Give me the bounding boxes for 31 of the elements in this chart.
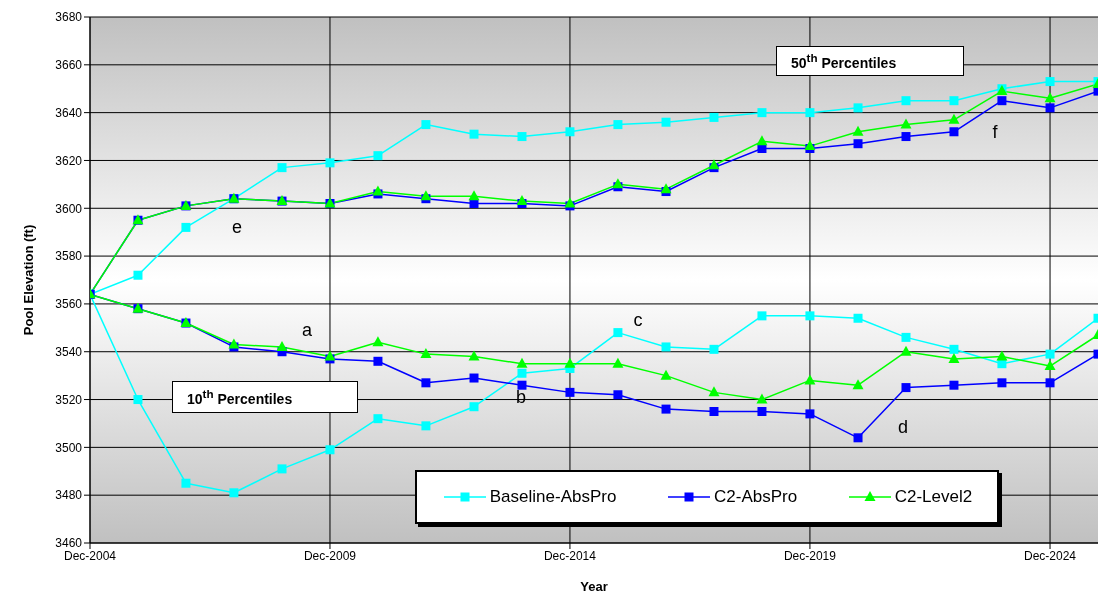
y-tick-label: 3580 (55, 249, 83, 264)
annotation: e (231, 216, 243, 239)
y-tick-label: 3520 (55, 392, 83, 407)
x-tick-label: Dec-2009 (303, 548, 357, 563)
y-tick-label: 3540 (55, 344, 83, 359)
annotation: a (301, 319, 313, 342)
y-tick-label: 3480 (55, 488, 83, 503)
y-tick-label: 3640 (55, 105, 83, 120)
y-tick-label: 3460 (55, 536, 83, 551)
x-tick-label: Dec-2024 (1024, 548, 1077, 563)
y-tick-label: 3500 (55, 440, 83, 455)
text-box: 50$^{th}$ Percentiles (776, 46, 964, 76)
text-box: 10$^{th}$ Percentiles (172, 381, 358, 413)
y-axis-title: Pool Elevation (ft) (20, 224, 36, 336)
y-tick-label: 3620 (55, 153, 83, 168)
y-tick-label: 3560 (55, 297, 83, 312)
y-tick-label: 3600 (55, 201, 83, 216)
x-axis-title: Year (580, 579, 608, 594)
annotation: d (897, 416, 909, 439)
annotation: f (991, 121, 999, 144)
x-tick-label: Dec-2019 (783, 548, 837, 563)
y-tick-label: 3680 (55, 10, 83, 25)
legend-label: C2-Level2 (893, 487, 973, 507)
annotation: 50$^{th}$ Percentiles (791, 51, 897, 71)
annotation: 10$^{th}$ Percentiles (187, 387, 293, 407)
x-tick-label: Dec-2014 (543, 548, 597, 563)
y-tick-label: 3660 (55, 58, 83, 73)
legend-label: C2-AbsPro (713, 487, 798, 507)
annotation: c (632, 309, 644, 332)
legend-label: Baseline-AbsPro (488, 487, 617, 507)
x-tick-label: Dec-2004 (63, 548, 117, 563)
